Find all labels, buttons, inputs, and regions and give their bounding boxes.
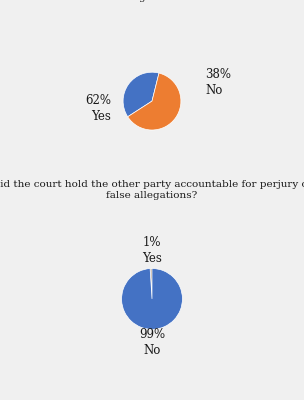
Wedge shape bbox=[122, 268, 182, 329]
Text: 62%
Yes: 62% Yes bbox=[85, 94, 111, 123]
Wedge shape bbox=[123, 72, 159, 117]
Text: 38%
No: 38% No bbox=[205, 68, 231, 97]
Wedge shape bbox=[150, 268, 152, 299]
Text: 99%
No: 99% No bbox=[139, 328, 165, 357]
Title: Were you denied parental rights or parenting time due to false
allegations?: Were you denied parental rights or paren… bbox=[0, 0, 304, 2]
Text: 1%
Yes: 1% Yes bbox=[142, 236, 162, 266]
Title: Did the court hold the other party accountable for perjury or
false allegations?: Did the court hold the other party accou… bbox=[0, 180, 304, 200]
Wedge shape bbox=[128, 73, 181, 130]
